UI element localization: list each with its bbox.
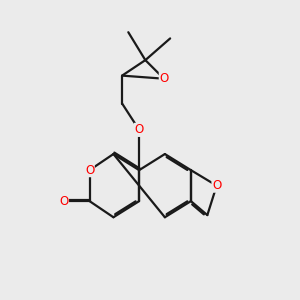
Text: O: O xyxy=(134,123,144,136)
Text: O: O xyxy=(59,195,68,208)
Text: O: O xyxy=(212,179,221,192)
Text: O: O xyxy=(159,72,169,85)
Text: O: O xyxy=(85,164,94,177)
Text: O: O xyxy=(212,179,221,192)
Text: O: O xyxy=(85,164,94,177)
Text: O: O xyxy=(134,123,144,136)
Text: O: O xyxy=(159,72,169,85)
Text: O: O xyxy=(59,195,68,208)
